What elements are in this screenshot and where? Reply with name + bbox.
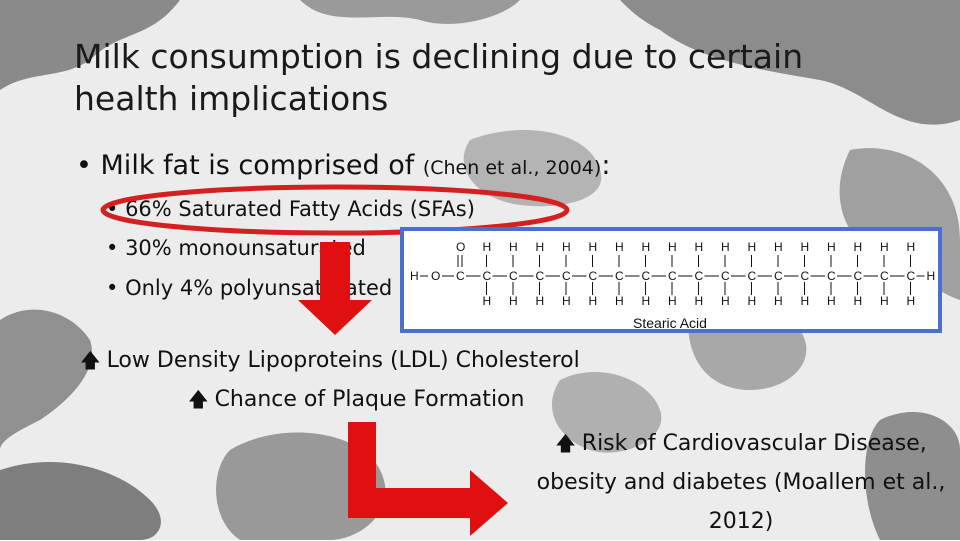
chem-top-atom: H xyxy=(589,240,598,254)
chem-top-atom: H xyxy=(907,240,916,254)
chem-top-atom: H xyxy=(642,240,651,254)
chem-bottom-h: H xyxy=(774,294,783,308)
highlight-ring xyxy=(100,184,570,236)
main-bullet: • Milk fat is comprised of (Chen et al.,… xyxy=(76,150,611,181)
chem-top-atom: H xyxy=(562,240,571,254)
chem-bottom-h: H xyxy=(509,294,518,308)
chem-top-atom: H xyxy=(668,240,677,254)
stearic-acid-caption: Stearic Acid xyxy=(633,315,707,331)
main-bullet-colon: : xyxy=(601,150,611,181)
chem-left-h: H xyxy=(410,269,419,283)
chem-carbon: C xyxy=(721,269,730,283)
up-arrow-icon: 🡅 xyxy=(188,387,209,411)
chem-carbon: C xyxy=(589,269,598,283)
chem-top-atom: O xyxy=(456,240,465,254)
chem-top-atom: H xyxy=(801,240,810,254)
chem-bottom-h: H xyxy=(801,294,810,308)
effect-risk: 🡅 Risk of Cardiovascular Disease, obesity… xyxy=(523,424,959,541)
chem-bottom-h: H xyxy=(642,294,651,308)
chem-carbon: C xyxy=(695,269,704,283)
chem-carbon: C xyxy=(642,269,651,283)
chem-top-atom: H xyxy=(509,240,518,254)
chem-carbon: C xyxy=(668,269,677,283)
chem-bottom-h: H xyxy=(880,294,889,308)
main-bullet-citation: (Chen et al., 2004) xyxy=(422,157,602,179)
chem-top-atom: H xyxy=(536,240,545,254)
chem-bottom-h: H xyxy=(562,294,571,308)
chem-bottom-h: H xyxy=(907,294,916,308)
effect-plaque: 🡅 Chance of Plaque Formation xyxy=(188,385,524,419)
chem-bottom-h: H xyxy=(668,294,677,308)
chem-top-atom: H xyxy=(721,240,730,254)
chem-carbon: C xyxy=(880,269,889,283)
chem-end-h: H xyxy=(927,269,936,283)
chem-top-atom: H xyxy=(748,240,757,254)
chem-top-atom: H xyxy=(827,240,836,254)
chem-bottom-h: H xyxy=(748,294,757,308)
effect-ldl-text: Low Density Lipoproteins (LDL) Cholester… xyxy=(106,348,580,373)
chem-top-atom: H xyxy=(483,240,492,254)
chem-top-atom: H xyxy=(774,240,783,254)
chem-carbon: C xyxy=(827,269,836,283)
main-bullet-text: Milk fat is comprised of xyxy=(100,150,415,181)
chem-bottom-h: H xyxy=(615,294,624,308)
chem-bottom-h: H xyxy=(854,294,863,308)
up-arrow-icon: 🡅 xyxy=(80,348,101,372)
chem-carbon: C xyxy=(456,269,465,283)
chem-bottom-h: H xyxy=(536,294,545,308)
up-arrow-icon: 🡅 xyxy=(555,431,576,455)
chem-carbon: C xyxy=(748,269,757,283)
down-arrow xyxy=(298,242,372,335)
chem-bottom-h: H xyxy=(827,294,836,308)
chem-bottom-h: H xyxy=(589,294,598,308)
chem-carbon: C xyxy=(801,269,810,283)
elbow-arrow xyxy=(348,422,508,536)
chem-carbon: C xyxy=(509,269,518,283)
chem-o: O xyxy=(431,269,440,283)
chem-top-atom: H xyxy=(854,240,863,254)
effect-ldl: 🡅 Low Density Lipoproteins (LDL) Choleste… xyxy=(80,346,580,380)
chem-carbon: C xyxy=(774,269,783,283)
chem-top-atom: H xyxy=(695,240,704,254)
effect-risk-text: Risk of Cardiovascular Disease, obesity … xyxy=(536,431,946,534)
sub-bullet-sfa-text: 66% Saturated Fatty Acids (SFAs) xyxy=(125,197,475,221)
stearic-acid-diagram: H O COCHHCHHCHHCHHCHHCHHCHHCHHCHHCHHCHHCHH… xyxy=(400,227,942,333)
effect-plaque-text: Chance of Plaque Formation xyxy=(214,387,525,412)
chem-top-atom: H xyxy=(880,240,889,254)
chem-carbon: C xyxy=(562,269,571,283)
chem-carbon: C xyxy=(536,269,545,283)
chem-carbon: C xyxy=(907,269,916,283)
chem-carbon: C xyxy=(854,269,863,283)
chem-bottom-h: H xyxy=(721,294,730,308)
chem-top-atom: H xyxy=(615,240,624,254)
chem-bottom-h: H xyxy=(483,294,492,308)
chem-carbon: C xyxy=(483,269,492,283)
slide-title: Milk consumption is declining due to cer… xyxy=(74,37,804,118)
chem-bottom-h: H xyxy=(695,294,704,308)
chem-carbon: C xyxy=(615,269,624,283)
